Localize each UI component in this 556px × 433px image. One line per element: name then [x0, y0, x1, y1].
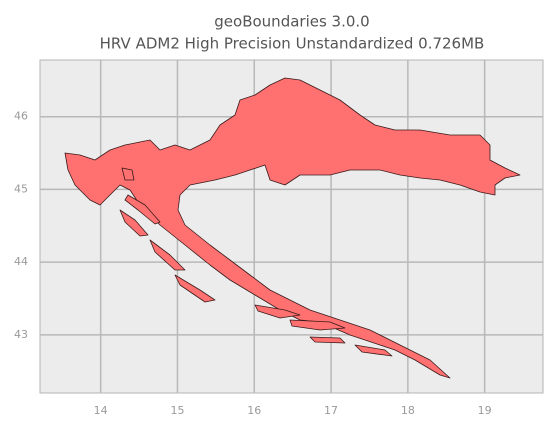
region-map: [64, 77, 521, 379]
island: [119, 209, 149, 237]
y-tick-label: 46: [14, 110, 28, 123]
island: [354, 344, 393, 357]
x-tick-label: 18: [401, 404, 415, 417]
chart-subtitle: HRV ADM2 High Precision Unstandardized 0…: [100, 35, 485, 53]
island: [254, 304, 301, 319]
x-tick-label: 17: [324, 404, 338, 417]
y-tick-label: 43: [14, 328, 28, 341]
y-tick-label: 45: [14, 182, 28, 195]
x-tick-label: 16: [247, 404, 261, 417]
island: [149, 239, 186, 271]
island: [309, 336, 346, 344]
y-tick-label: 44: [14, 255, 28, 268]
x-tick-label: 14: [94, 404, 108, 417]
island: [121, 167, 135, 181]
island: [124, 194, 161, 225]
x-tick-label: 19: [478, 404, 492, 417]
island: [174, 274, 216, 303]
x-tick-label: 15: [170, 404, 184, 417]
chart-title: geoBoundaries 3.0.0: [214, 13, 369, 31]
island: [289, 319, 346, 331]
